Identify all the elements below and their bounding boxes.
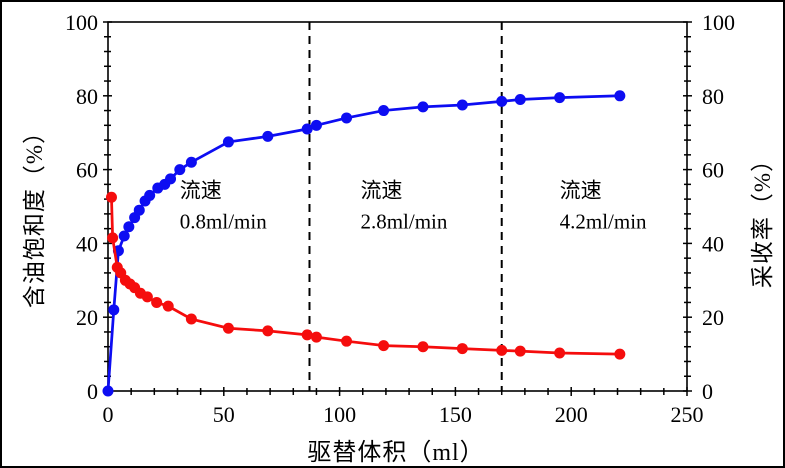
flow-rate-annotation-line2: 0.8ml/min xyxy=(180,210,267,234)
left-axis-tick-label: 60 xyxy=(76,158,98,183)
oil-saturation-point xyxy=(456,343,468,355)
oil-saturation-point xyxy=(107,232,119,244)
right-axis-tick-label: 100 xyxy=(702,10,735,35)
recovery-rate-point xyxy=(417,101,429,113)
x-axis-tick-label: 250 xyxy=(671,402,704,427)
recovery-rate-point xyxy=(341,112,353,124)
recovery-rate-point xyxy=(378,105,390,117)
left-axis-tick-label: 100 xyxy=(65,10,98,35)
x-axis-tick-label: 100 xyxy=(323,402,356,427)
oil-saturation-point xyxy=(222,322,234,334)
recovery-rate-point xyxy=(118,230,130,242)
x-axis-tick-label: 150 xyxy=(439,402,472,427)
oil-saturation-point xyxy=(301,329,313,341)
x-axis-title: 驱替体积（ml） xyxy=(307,440,485,466)
recovery-rate-point xyxy=(102,385,114,397)
left-axis-tick-label: 0 xyxy=(87,379,98,404)
oil-saturation-point xyxy=(496,344,508,356)
recovery-rate-point xyxy=(174,164,186,176)
plot-frame xyxy=(107,21,688,392)
x-axis-tick-label: 50 xyxy=(213,402,235,427)
oil-saturation-point xyxy=(310,331,322,343)
recovery-rate-point xyxy=(165,173,177,185)
recovery-rate-point xyxy=(108,304,120,316)
recovery-rate-point xyxy=(262,130,274,142)
right-axis-tick-label: 20 xyxy=(702,305,724,330)
flow-rate-annotation-line1: 流速 xyxy=(560,179,602,203)
oil-saturation-point xyxy=(378,340,390,352)
oil-saturation-point xyxy=(554,347,566,359)
x-axis-tick-label: 200 xyxy=(555,402,588,427)
flow-rate-annotation-line1: 流速 xyxy=(180,179,222,203)
recovery-rate-point xyxy=(222,136,234,148)
oil-saturation-point xyxy=(151,296,163,308)
recovery-rate-point xyxy=(301,123,313,135)
recovery-rate-point xyxy=(123,221,135,233)
recovery-rate-point xyxy=(185,156,197,168)
oil-saturation-point xyxy=(262,325,274,337)
oil-saturation-point xyxy=(614,348,626,360)
left-axis-tick-label: 40 xyxy=(76,231,98,256)
right-axis-tick-label: 80 xyxy=(702,84,724,109)
oil-saturation-point xyxy=(341,335,353,347)
flow-rate-annotation-line2: 4.2ml/min xyxy=(560,210,647,234)
flow-rate-annotation-line1: 流速 xyxy=(360,179,402,203)
oil-saturation-point xyxy=(514,345,526,357)
right-axis-title: 采收率（%） xyxy=(750,147,775,289)
recovery-rate-point xyxy=(496,95,508,107)
recovery-rate-point xyxy=(456,99,468,111)
x-axis-tick-label: 0 xyxy=(103,402,114,427)
right-axis-tick-label: 0 xyxy=(702,379,713,404)
right-axis-tick-label: 40 xyxy=(702,231,724,256)
left-axis-title: 含油饱和度（%） xyxy=(22,119,47,309)
left-axis-tick-label: 20 xyxy=(76,305,98,330)
oil-saturation-point xyxy=(185,313,197,325)
recovery-rate-point xyxy=(144,189,156,201)
recovery-rate-point xyxy=(554,92,566,104)
recovery-rate-point xyxy=(133,204,145,216)
flow-rate-annotation-line2: 2.8ml/min xyxy=(360,210,447,234)
oil-saturation-point xyxy=(141,291,153,303)
recovery-rate-point xyxy=(614,90,626,102)
recovery-rate-point xyxy=(310,119,322,131)
left-axis-tick-label: 80 xyxy=(76,84,98,109)
oil-saturation-point xyxy=(162,300,174,312)
right-axis-tick-label: 60 xyxy=(702,158,724,183)
oil-saturation-point xyxy=(105,191,117,203)
recovery-rate-point xyxy=(514,93,526,105)
oil-saturation-point xyxy=(417,341,429,353)
recovery-rate-line xyxy=(106,94,620,392)
